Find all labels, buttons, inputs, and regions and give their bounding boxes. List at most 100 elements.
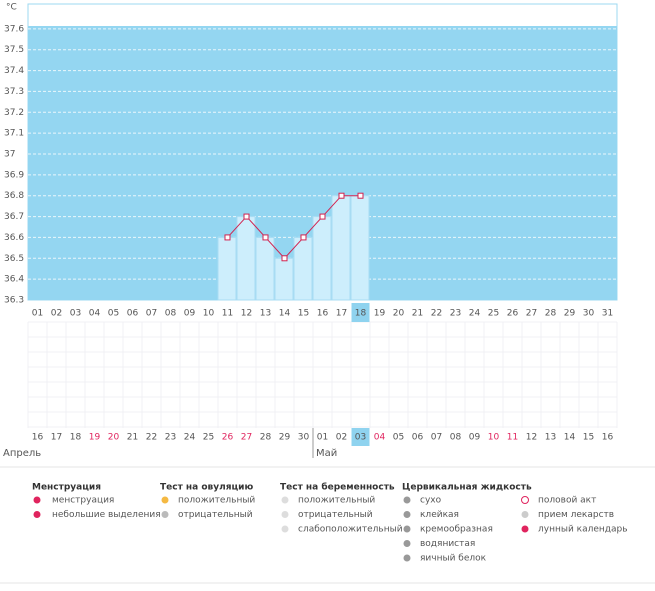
y-tick-label: 36.8: [4, 191, 24, 201]
legend-icon: [281, 525, 289, 533]
date-label: 21: [127, 433, 138, 443]
y-tick-label: 37.6: [4, 24, 24, 34]
x-tick-label: 14: [279, 309, 291, 319]
x-tick-label: 04: [89, 309, 101, 319]
legend-icon: [33, 511, 41, 518]
date-label: 18: [70, 433, 82, 443]
x-tick-label: 01: [32, 309, 43, 319]
y-tick-label: 37.4: [4, 66, 24, 76]
x-tick-label: 25: [488, 309, 499, 319]
legend-item: лунный календарь: [538, 525, 628, 535]
legend-icon: [521, 525, 529, 533]
x-tick-label: 13: [260, 309, 271, 319]
date-label: 15: [583, 433, 594, 443]
date-label: 25: [203, 433, 214, 443]
bar: [350, 195, 370, 301]
bar: [312, 216, 332, 301]
x-tick-label: 07: [146, 309, 157, 319]
x-tick-label: 03: [70, 309, 81, 319]
point: [357, 192, 364, 199]
date-label: 16: [32, 433, 44, 443]
date-label: 22: [146, 433, 157, 443]
bar: [331, 195, 351, 301]
date-label: 04: [374, 433, 386, 443]
date-label: 09: [469, 433, 481, 443]
date-label: 10: [488, 433, 500, 443]
date-label: 16: [602, 433, 614, 443]
legend-icon: [521, 511, 529, 518]
legend-icon: [161, 511, 169, 518]
point: [243, 213, 250, 220]
x-tick-label: 09: [184, 309, 196, 319]
y-tick-label: 37.5: [4, 45, 24, 55]
date-label: 08: [450, 433, 462, 443]
bar: [274, 257, 294, 301]
legend-item: положительный: [178, 496, 255, 506]
y-tick-label: 36.4: [4, 275, 24, 285]
legend-icon: [521, 496, 529, 504]
x-tick-label: 17: [336, 309, 347, 319]
date-label: 23: [165, 433, 176, 443]
legend-icon: [161, 496, 169, 504]
legend-item: прием лекарств: [538, 510, 614, 520]
y-tick-label: 36.6: [4, 233, 24, 243]
legend-item: отрицательный: [178, 510, 253, 520]
date-label: 13: [545, 433, 556, 443]
x-tick-label: 18: [355, 309, 367, 319]
x-tick-label: 22: [431, 309, 442, 319]
date-label: 27: [241, 433, 252, 443]
legend-icon: [281, 496, 289, 504]
legend-item: кремообразная: [420, 525, 493, 535]
legend-icon: [403, 511, 411, 518]
date-label: 11: [507, 433, 518, 443]
legend-icon: [403, 554, 411, 562]
y-tick-label: 37.1: [4, 129, 24, 139]
x-tick-label: 02: [51, 309, 62, 319]
legend-icon: [403, 540, 411, 547]
date-label: 20: [108, 433, 120, 443]
date-label: 12: [526, 433, 537, 443]
x-tick-label: 30: [583, 309, 595, 319]
legend-item: водянистая: [420, 539, 475, 549]
x-tick-label: 23: [450, 309, 461, 319]
x-tick-label: 05: [108, 309, 119, 319]
legend-item: сухо: [420, 496, 442, 506]
x-tick-label: 10: [203, 309, 215, 319]
legend-icon: [281, 511, 289, 518]
date-label: 06: [412, 433, 424, 443]
x-tick-label: 08: [165, 309, 177, 319]
date-label: 30: [298, 433, 310, 443]
x-tick-label: 29: [564, 309, 576, 319]
legend-icon: [403, 496, 411, 504]
legend-icon: [33, 496, 41, 504]
legend-item: половой акт: [538, 496, 596, 506]
date-label: 07: [431, 433, 442, 443]
legend-item: отрицательный: [298, 510, 373, 520]
date-label: 17: [51, 433, 62, 443]
y-tick-label: 36.9: [4, 170, 24, 180]
bar: [255, 236, 275, 301]
x-tick-label: 21: [412, 309, 423, 319]
y-tick-label: 37: [4, 150, 15, 160]
legend-title: Цервикальная жидкость: [402, 483, 532, 493]
x-tick-label: 24: [469, 309, 481, 319]
legend-title: Тест на овуляцию: [160, 483, 253, 493]
x-tick-label: 27: [526, 309, 537, 319]
y-tick-label: 36.3: [4, 296, 24, 306]
date-label: 19: [89, 433, 101, 443]
x-tick-label: 11: [222, 309, 233, 319]
x-tick-label: 28: [545, 309, 557, 319]
x-tick-label: 15: [298, 309, 309, 319]
legend-item: положительный: [298, 496, 375, 506]
x-tick-label: 26: [507, 309, 519, 319]
x-tick-label: 12: [241, 309, 252, 319]
x-tick-label: 16: [317, 309, 329, 319]
date-label: 14: [564, 433, 576, 443]
selected-day: [351, 428, 370, 446]
x-tick-label: 20: [393, 309, 405, 319]
point: [262, 234, 269, 241]
bar: [293, 236, 313, 301]
line: [227, 195, 361, 260]
point: [224, 234, 231, 241]
